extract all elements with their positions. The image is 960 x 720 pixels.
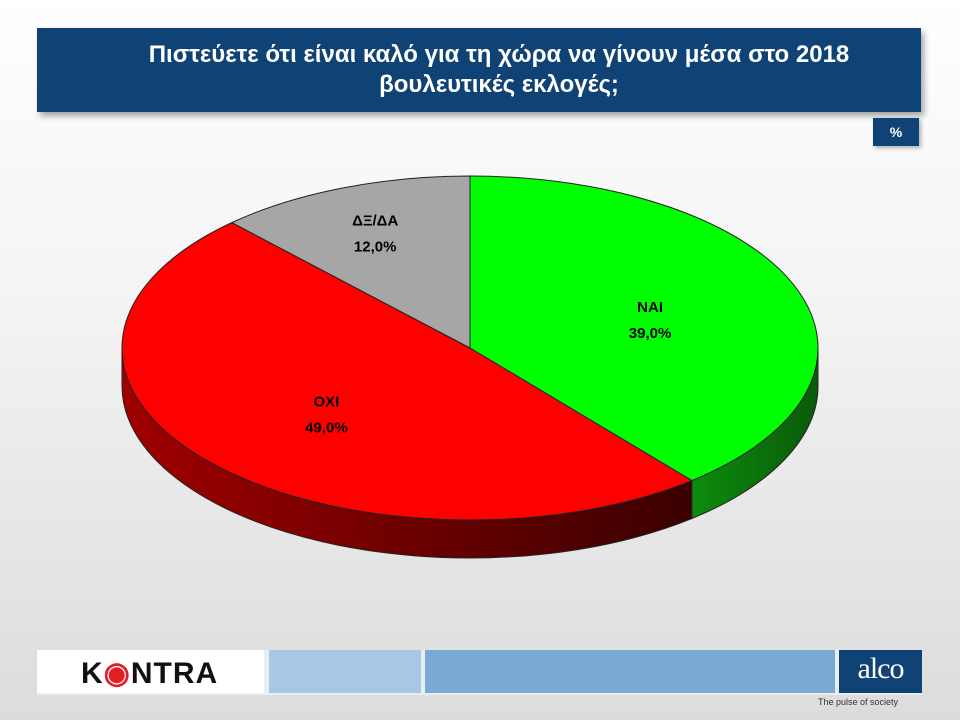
slice-label-1: ΝΑΙ — [637, 299, 663, 316]
alco-tagline: The pulse of society — [818, 697, 899, 707]
kontra-logo: K◉NTRA — [81, 657, 219, 690]
chart-title: Πιστεύετε ότι είναι καλό για τη χώρα να … — [148, 41, 850, 98]
unit-badge: % — [873, 118, 919, 146]
title-banner: Πιστεύετε ότι είναι καλό για τη χώρα να … — [37, 28, 921, 112]
slice-value-3: 12,0% — [354, 239, 397, 256]
kontra-logo-box: K◉NTRA — [37, 650, 264, 693]
footer-bar: K◉NTRA alco — [37, 650, 922, 695]
pie-slice-3 — [230, 175, 471, 349]
slice-value-1: 39,0% — [629, 325, 672, 342]
pie-slice-2 — [121, 222, 693, 521]
slice-label-2: ΟΧΙ — [314, 394, 340, 411]
alco-logo-box: alco — [839, 650, 922, 693]
footer-block-light — [269, 650, 421, 693]
alco-logo: alco — [857, 652, 905, 685]
pie-slice-1 — [469, 175, 819, 482]
slice-value-2: 49,0% — [305, 420, 348, 437]
slice-label-3: ΔΞ/ΔΑ — [352, 213, 398, 230]
footer-block-mid — [425, 650, 835, 693]
